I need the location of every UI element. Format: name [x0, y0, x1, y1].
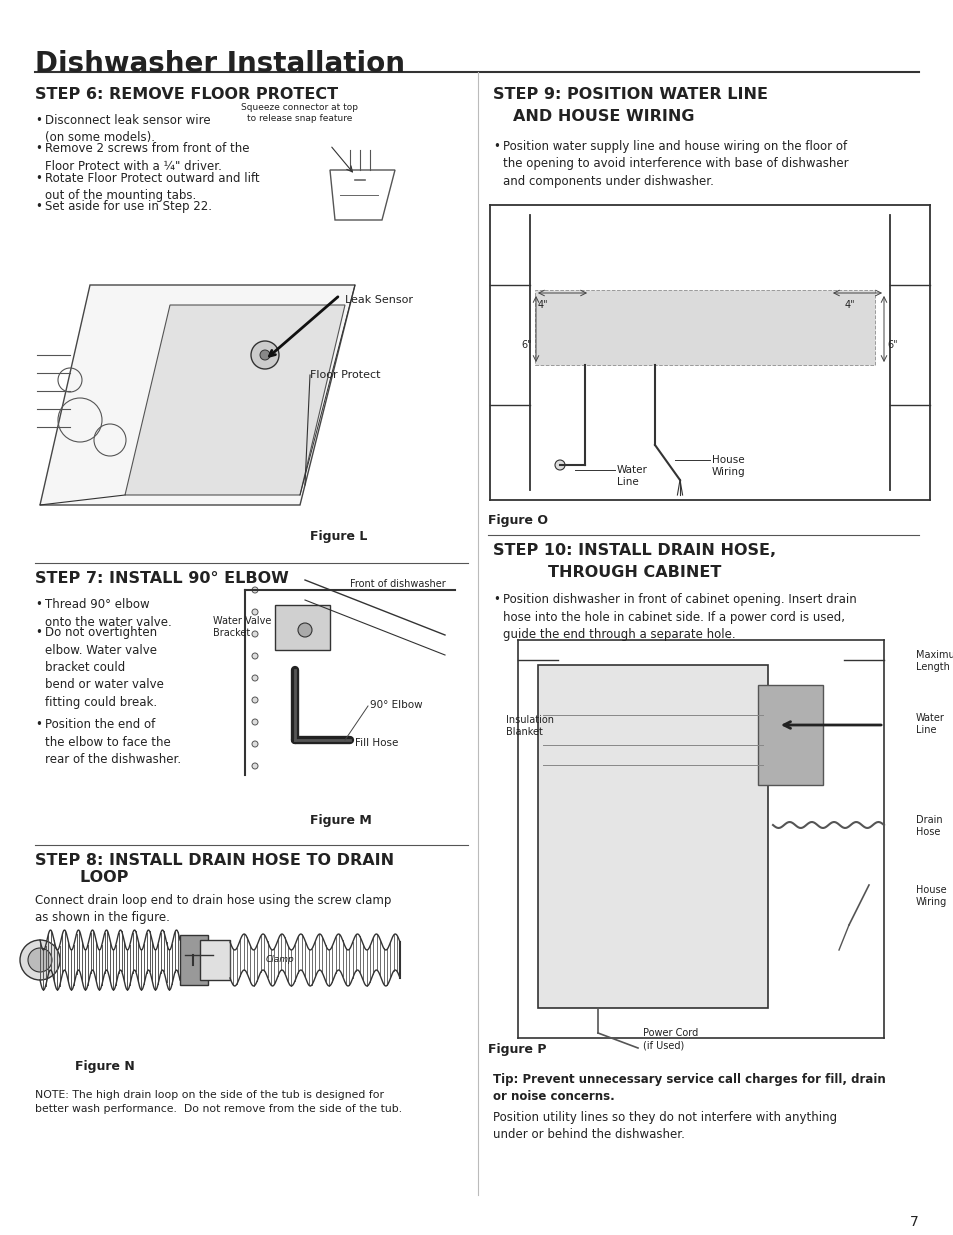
Text: Connect drain loop end to drain hose using the screw clamp
as shown in the figur: Connect drain loop end to drain hose usi…: [35, 894, 391, 925]
Circle shape: [252, 609, 257, 615]
Text: Tip: Prevent unnecessary service call charges for fill, drain
or noise concerns.: Tip: Prevent unnecessary service call ch…: [493, 1073, 884, 1104]
Circle shape: [252, 631, 257, 637]
Text: Clamp: Clamp: [265, 955, 294, 965]
Text: Figure P: Figure P: [488, 1044, 546, 1056]
Text: •: •: [35, 114, 42, 127]
Text: Power Cord
(if Used): Power Cord (if Used): [642, 1028, 698, 1051]
Text: House
Wiring: House Wiring: [711, 454, 745, 478]
Text: •: •: [35, 172, 42, 185]
Text: Drain
Hose: Drain Hose: [915, 815, 942, 837]
Text: •: •: [35, 718, 42, 731]
Text: •: •: [35, 142, 42, 156]
Circle shape: [252, 587, 257, 593]
Text: STEP 8: INSTALL DRAIN HOSE TO DRAIN
        LOOP: STEP 8: INSTALL DRAIN HOSE TO DRAIN LOOP: [35, 853, 394, 885]
Text: 4": 4": [537, 300, 548, 310]
Text: Water
Line: Water Line: [915, 713, 943, 735]
Text: •: •: [35, 626, 42, 638]
Text: Position water supply line and house wiring on the floor of
the opening to avoid: Position water supply line and house wir…: [502, 140, 848, 188]
Text: Leak Sensor: Leak Sensor: [345, 295, 413, 305]
Text: Insulation
Blanket: Insulation Blanket: [505, 715, 554, 737]
Text: Maximum Drain Hose
Length 15': Maximum Drain Hose Length 15': [915, 650, 953, 672]
Text: NOTE: The high drain loop on the side of the tub is designed for
better wash per: NOTE: The high drain loop on the side of…: [35, 1091, 402, 1114]
Circle shape: [252, 763, 257, 769]
Bar: [274, 605, 330, 650]
Text: 6": 6": [886, 340, 897, 350]
Text: AND HOUSE WIRING: AND HOUSE WIRING: [513, 109, 694, 124]
Text: 7: 7: [909, 1215, 918, 1229]
Text: Fill Hose: Fill Hose: [355, 739, 398, 748]
Text: Squeeze connector at top
to release snap feature: Squeeze connector at top to release snap…: [241, 103, 358, 124]
Polygon shape: [125, 305, 345, 495]
Text: Rotate Floor Protect outward and lift
out of the mounting tabs.: Rotate Floor Protect outward and lift ou…: [45, 172, 259, 203]
Text: Thread 90° elbow
onto the water valve.: Thread 90° elbow onto the water valve.: [45, 598, 172, 629]
Text: Set aside for use in Step 22.: Set aside for use in Step 22.: [45, 200, 212, 212]
Text: STEP 6: REMOVE FLOOR PROTECT: STEP 6: REMOVE FLOOR PROTECT: [35, 86, 337, 103]
Circle shape: [555, 459, 564, 471]
Bar: [537, 664, 767, 1008]
Circle shape: [252, 697, 257, 703]
Text: STEP 9: POSITION WATER LINE: STEP 9: POSITION WATER LINE: [493, 86, 767, 103]
Text: •: •: [493, 140, 499, 153]
Text: Front of dishwasher: Front of dishwasher: [350, 579, 445, 589]
Text: Figure M: Figure M: [310, 814, 372, 827]
Circle shape: [251, 341, 278, 369]
Text: House
Wiring: House Wiring: [915, 885, 946, 908]
Circle shape: [252, 741, 257, 747]
Bar: [180, 935, 208, 986]
Bar: [200, 940, 230, 981]
Text: 4": 4": [844, 300, 855, 310]
Text: Floor Protect: Floor Protect: [310, 370, 380, 380]
Circle shape: [252, 676, 257, 680]
Polygon shape: [40, 285, 355, 505]
Text: Position the end of
the elbow to face the
rear of the dishwasher.: Position the end of the elbow to face th…: [45, 718, 181, 766]
Text: •: •: [35, 598, 42, 611]
Text: Do not overtighten
elbow. Water valve
bracket could
bend or water valve
fitting : Do not overtighten elbow. Water valve br…: [45, 626, 164, 709]
Bar: [758, 685, 822, 785]
Text: Remove 2 screws from front of the
Floor Protect with a ¼" driver.: Remove 2 screws from front of the Floor …: [45, 142, 250, 173]
Bar: [535, 290, 874, 366]
Text: 90° Elbow: 90° Elbow: [370, 700, 422, 710]
Circle shape: [297, 622, 312, 637]
Text: STEP 7: INSTALL 90° ELBOW: STEP 7: INSTALL 90° ELBOW: [35, 571, 289, 585]
Text: Water Valve
Bracket: Water Valve Bracket: [213, 616, 271, 638]
Text: Water
Line: Water Line: [617, 466, 647, 488]
Circle shape: [28, 948, 52, 972]
Text: Position dishwasher in front of cabinet opening. Insert drain
hose into the hole: Position dishwasher in front of cabinet …: [502, 593, 856, 641]
Text: Disconnect leak sensor wire
(on some models).: Disconnect leak sensor wire (on some mod…: [45, 114, 211, 144]
Text: Figure N: Figure N: [75, 1060, 134, 1073]
Text: THROUGH CABINET: THROUGH CABINET: [547, 564, 720, 580]
Circle shape: [260, 350, 270, 359]
Text: •: •: [35, 200, 42, 212]
Circle shape: [252, 719, 257, 725]
Text: Figure L: Figure L: [310, 530, 367, 543]
Circle shape: [252, 653, 257, 659]
Text: STEP 10: INSTALL DRAIN HOSE,: STEP 10: INSTALL DRAIN HOSE,: [493, 543, 776, 558]
Text: •: •: [493, 593, 499, 606]
Text: Figure O: Figure O: [488, 514, 547, 527]
Text: Dishwasher Installation: Dishwasher Installation: [35, 49, 405, 78]
Text: Position utility lines so they do not interfere with anything
under or behind th: Position utility lines so they do not in…: [493, 1112, 836, 1141]
Circle shape: [20, 940, 60, 981]
Text: 6": 6": [521, 340, 532, 350]
